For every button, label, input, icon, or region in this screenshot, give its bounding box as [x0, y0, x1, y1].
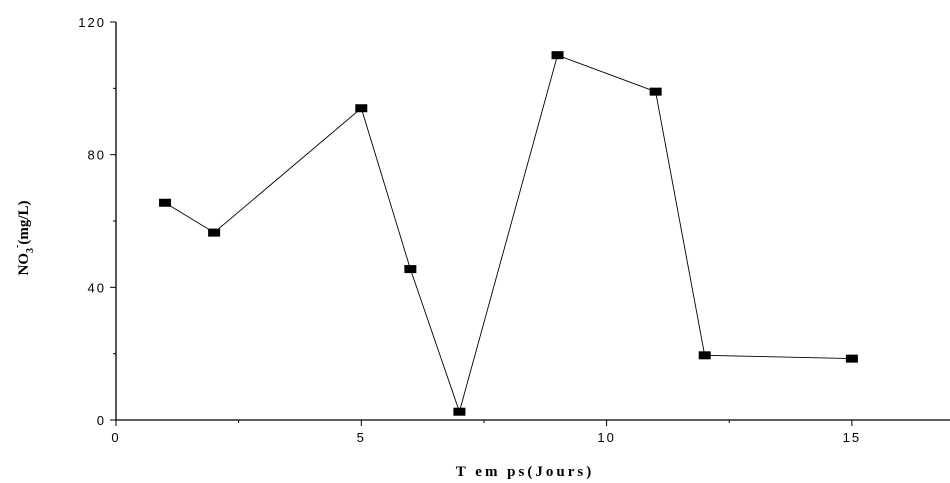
data-point-marker: [208, 228, 221, 237]
y-tick-label: 40: [88, 280, 106, 295]
data-point-marker: [159, 198, 172, 207]
axes: [115, 22, 950, 421]
x-axis-title: T em ps(Jours): [456, 464, 594, 480]
series: [159, 51, 858, 416]
x-tick-label: 0: [111, 430, 120, 445]
y-axis-title-sub: 3: [25, 248, 36, 253]
data-point-marker: [698, 351, 711, 360]
y-axis-title-unit: (mg/L): [16, 200, 32, 244]
data-point-marker: [453, 407, 466, 416]
y-tick-label: 120: [78, 15, 106, 30]
data-point-marker: [551, 51, 564, 60]
y-axis-title-main: NO: [16, 253, 32, 276]
data-point-marker: [404, 265, 417, 274]
series-line: [164, 54, 852, 414]
y-tick-label: 80: [88, 148, 106, 163]
data-point-marker: [845, 354, 858, 363]
x-tick-label: 5: [357, 430, 366, 445]
y-tick-label: 0: [97, 413, 106, 428]
ticks: 0 5 10 15 0 40 80 120: [78, 15, 861, 445]
x-tick-label: 15: [843, 430, 861, 445]
x-tick-label: 10: [597, 430, 615, 445]
data-point-marker: [355, 104, 368, 113]
y-axis-title: NO3-(mg/L): [12, 200, 36, 275]
data-point-marker: [649, 87, 662, 96]
y-axis-title-sup: -: [12, 245, 23, 248]
